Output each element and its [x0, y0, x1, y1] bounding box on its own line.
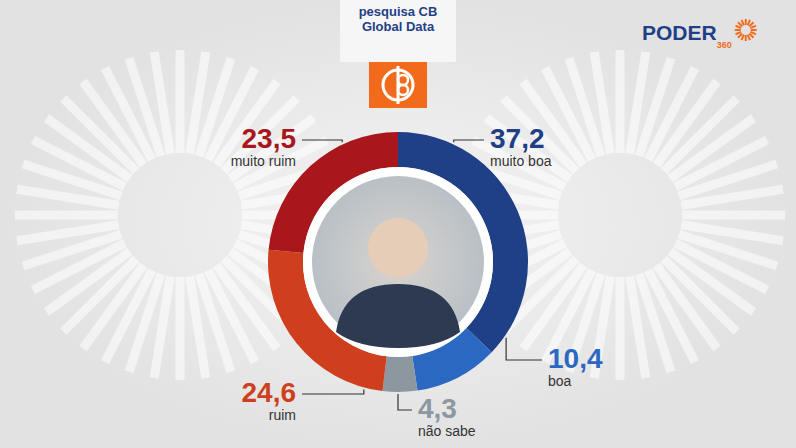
photo — [336, 284, 460, 348]
logo-icon — [383, 66, 413, 104]
decoration — [15, 50, 785, 380]
background — [0, 0, 796, 448]
category-label: ruim — [269, 407, 296, 423]
ray — [616, 50, 625, 153]
ray — [682, 211, 785, 220]
title: pesquisa CBGlobal Data — [359, 4, 438, 34]
ray — [616, 277, 625, 380]
ray — [190, 276, 206, 378]
chart: pesquisa CBGlobal DataPODER36037,2muito … — [0, 0, 796, 448]
ray — [154, 52, 170, 154]
leader-line — [302, 390, 364, 394]
leader-line — [454, 140, 484, 142]
ray — [176, 50, 185, 153]
donut — [268, 132, 528, 392]
ray — [15, 211, 118, 220]
leader-line — [302, 140, 342, 142]
photo — [312, 176, 484, 348]
ray — [594, 52, 610, 154]
ray — [17, 225, 119, 241]
photo — [368, 218, 428, 278]
ray — [630, 276, 646, 378]
data-label: 10,4 — [548, 343, 603, 374]
logo-box — [369, 62, 427, 108]
brand-icon — [735, 19, 757, 41]
ray — [681, 189, 783, 205]
data-label: 23,5 — [242, 123, 297, 154]
data-label: 4,3 — [418, 393, 457, 424]
data-label: 24,6 — [242, 377, 297, 408]
ray — [176, 277, 185, 380]
leader-line — [506, 338, 542, 360]
slice — [383, 356, 418, 392]
labels: 37,2muito boa 10,4boa 4,3não sabe 24,6ruim 2… — [231, 123, 603, 439]
category-label: muito boa — [490, 153, 552, 169]
header-box — [340, 0, 456, 62]
category-label: não sabe — [418, 423, 476, 439]
ray — [224, 98, 297, 171]
brand: PODER360 — [642, 21, 732, 50]
leader-line — [398, 394, 412, 410]
photo-ring — [303, 167, 493, 357]
category-label: muito ruim — [231, 153, 296, 169]
category-label: boa — [548, 373, 572, 389]
data-label: 37,2 — [490, 123, 545, 154]
